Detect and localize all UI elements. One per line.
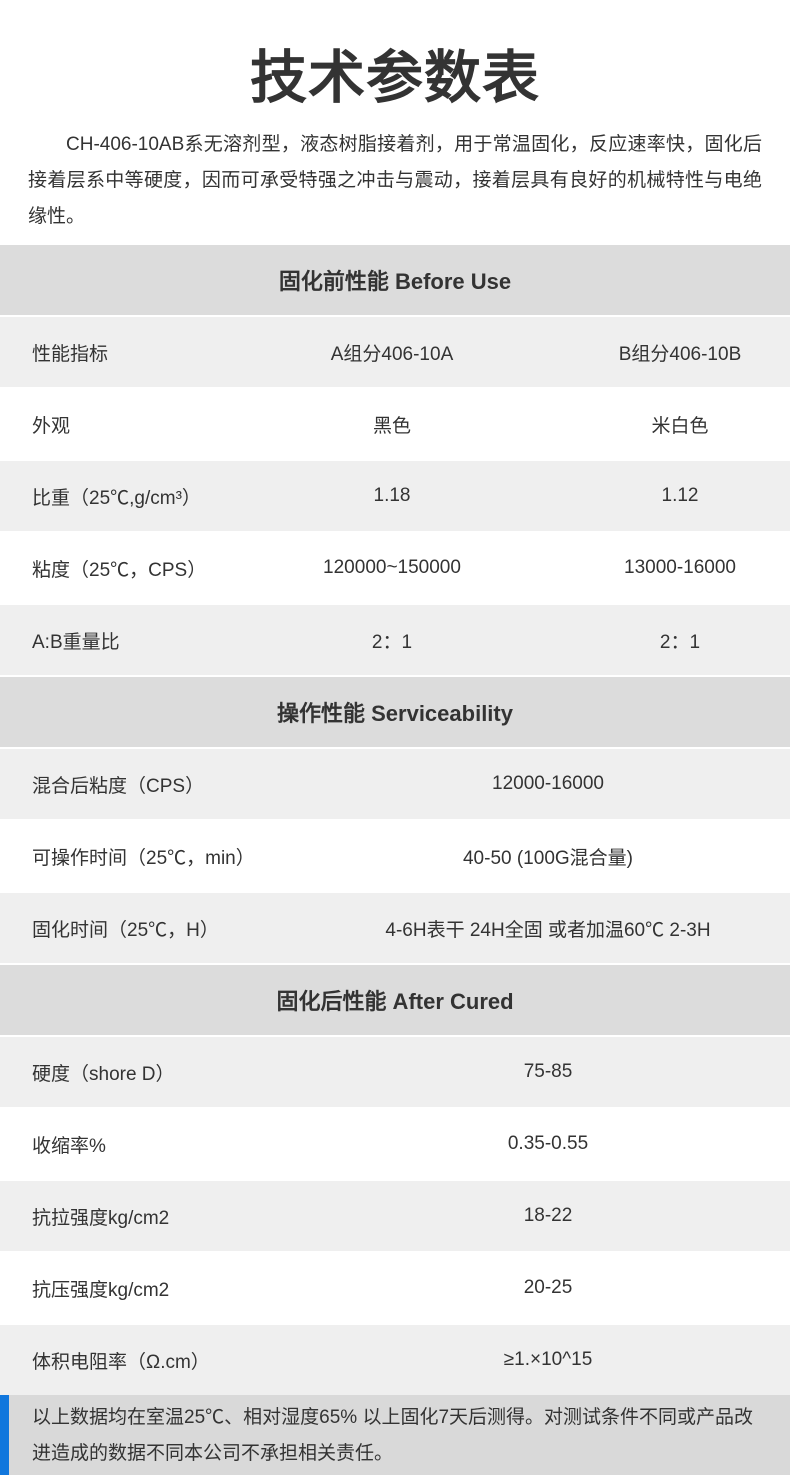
section-header-after-cured: 固化后性能 After Cured <box>0 963 790 1036</box>
table-row: 外观 黑色 米白色 <box>0 387 790 460</box>
table-row: 可操作时间（25℃，min） 40-50 (100G混合量) <box>0 819 790 892</box>
row-value-a: 2：1 <box>371 631 413 653</box>
row-value-a: A组分406-10A <box>330 343 454 365</box>
table-row: 比重（25℃,g/cm³） 1.18 1.12 <box>0 459 790 532</box>
row-value-a: 黑色 <box>372 415 411 437</box>
row-label: 固化时间（25℃，H） <box>32 919 219 941</box>
row-value: 18-22 <box>523 1205 573 1227</box>
row-value-b: 1.12 <box>661 485 699 507</box>
row-value-a: 1.18 <box>373 485 411 507</box>
table-row: 粘度（25℃，CPS） 120000~150000 13000-16000 <box>0 531 790 604</box>
row-label: 抗拉强度kg/cm2 <box>32 1207 170 1229</box>
row-value: 0.35-0.55 <box>507 1133 589 1155</box>
row-label: 可操作时间（25℃，min） <box>32 847 255 869</box>
row-value-b: B组分406-10B <box>618 343 742 365</box>
row-label: 体积电阻率（Ω.cm） <box>32 1351 210 1373</box>
row-value-b: 13000-16000 <box>624 557 736 579</box>
section-header-before-use: 固化前性能 Before Use <box>0 243 790 316</box>
row-label: 外观 <box>32 415 71 437</box>
table-row: 硬度（shore D） 75-85 <box>0 1035 790 1108</box>
section-title: 操作性能 Serviceability <box>277 701 513 727</box>
disclaimer-note: 以上数据均在室温25℃、相对湿度65% 以上固化7天后测得。对测试条件不同或产品… <box>0 1395 790 1476</box>
row-value: 40-50 (100G混合量) <box>462 847 633 869</box>
page-title: 技术参数表 <box>250 46 540 110</box>
row-value: 12000-16000 <box>492 773 604 795</box>
row-label: A:B重量比 <box>32 631 120 653</box>
row-label: 抗压强度kg/cm2 <box>32 1279 170 1301</box>
row-value-b: 米白色 <box>651 415 709 437</box>
table-row: 体积电阻率（Ω.cm） ≥1.×10^15 <box>0 1323 790 1396</box>
row-value: 20-25 <box>523 1277 573 1299</box>
section-header-serviceability: 操作性能 Serviceability <box>0 675 790 748</box>
section-title: 固化前性能 Before Use <box>278 269 512 295</box>
row-value: 75-85 <box>523 1061 573 1083</box>
section-title: 固化后性能 After Cured <box>276 989 514 1015</box>
row-label: 混合后粘度（CPS） <box>32 775 205 797</box>
spec-table: 固化前性能 Before Use 性能指标 A组分406-10A B组分406-… <box>0 243 790 1396</box>
table-row: 抗压强度kg/cm2 20-25 <box>0 1251 790 1324</box>
row-value: 4-6H表干 24H全固 或者加温60℃ 2-3H <box>385 919 711 941</box>
row-value-b: 2：1 <box>659 631 701 653</box>
row-value: ≥1.×10^15 <box>503 1349 593 1371</box>
row-label: 比重（25℃,g/cm³） <box>32 487 201 509</box>
row-label: 性能指标 <box>32 343 109 365</box>
table-row: A:B重量比 2：1 2：1 <box>0 603 790 676</box>
row-label: 硬度（shore D） <box>32 1063 175 1085</box>
disclaimer-text: 以上数据均在室温25℃、相对湿度65% 以上固化7天后测得。对测试条件不同或产品… <box>32 1407 754 1465</box>
table-row: 混合后粘度（CPS） 12000-16000 <box>0 747 790 820</box>
table-row: 性能指标 A组分406-10A B组分406-10B <box>0 315 790 388</box>
table-row: 收缩率% 0.35-0.55 <box>0 1107 790 1180</box>
table-row: 固化时间（25℃，H） 4-6H表干 24H全固 或者加温60℃ 2-3H <box>0 891 790 964</box>
table-row: 抗拉强度kg/cm2 18-22 <box>0 1179 790 1252</box>
intro-paragraph: CH-406-10AB系无溶剂型，液态树脂接着剂，用于常温固化，反应速率快，固化… <box>28 134 762 228</box>
row-label: 粘度（25℃，CPS） <box>32 559 207 581</box>
row-value-a: 120000~150000 <box>323 557 461 579</box>
row-label: 收缩率% <box>32 1135 106 1157</box>
